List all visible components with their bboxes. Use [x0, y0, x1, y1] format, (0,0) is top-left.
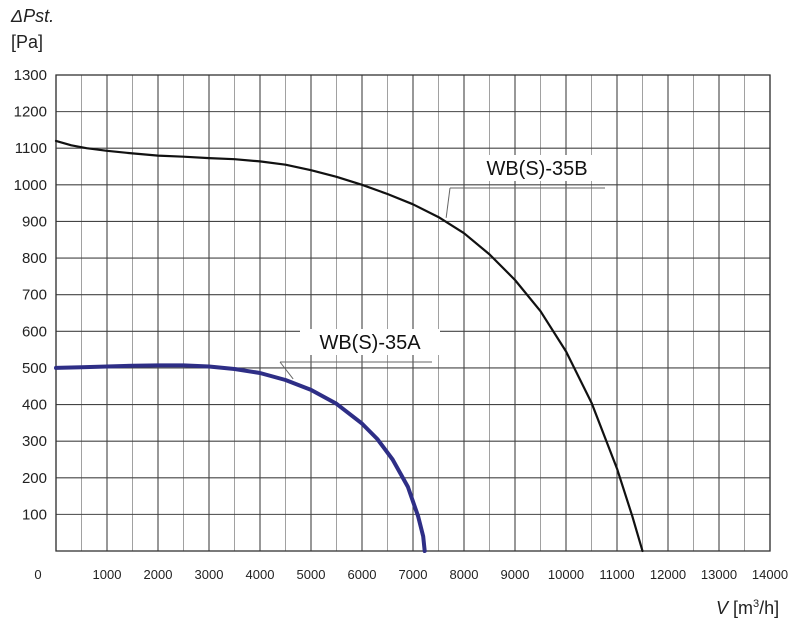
x-axis-label: V [m3/h] [716, 598, 779, 619]
x-tick-label: 6000 [348, 567, 377, 582]
x-tick-label: 11000 [599, 567, 634, 582]
x-tick-label: 2000 [144, 567, 173, 582]
x-axis-quantity: V [716, 598, 729, 618]
annotation-label: WB(S)-35B [486, 158, 587, 180]
y-tick-label: 1200 [14, 104, 47, 121]
plot-frame [55, 74, 771, 552]
series-line-2 [54, 363, 427, 553]
annotation-label-bg [300, 329, 440, 355]
y-axis-unit-line: [Pa] [11, 32, 43, 53]
y-tick-label: 900 [22, 213, 47, 230]
y-tick-label: 500 [22, 360, 47, 377]
y-tick-label: 600 [22, 323, 47, 340]
y-tick-label: 400 [22, 397, 47, 414]
y-tick-label: 300 [22, 433, 47, 450]
x-tick-label: 0 [34, 567, 41, 582]
x-tick-label: 9000 [501, 567, 530, 582]
x-tick-label: 14000 [752, 567, 788, 582]
y-axis-quantity: ΔPst. [11, 6, 55, 26]
series-line-1 [54, 139, 644, 553]
series [54, 139, 644, 553]
x-tick-label: 1000 [93, 567, 122, 582]
x-tick-label: 8000 [450, 567, 479, 582]
y-tick-label: 100 [22, 506, 47, 523]
x-tick-label: 4000 [246, 567, 275, 582]
y-tick-label: 1300 [14, 67, 47, 84]
annotation-leader [445, 187, 451, 218]
x-axis-unit-open: [m [728, 598, 754, 618]
annotation-label: WB(S)-35A [319, 332, 421, 354]
annotations: WB(S)-35B WB(S)-35A [279, 155, 607, 380]
x-tick-label: 3000 [195, 567, 224, 582]
x-axis-unit-close: /h] [759, 598, 780, 618]
tick-labels: 100 200 300 400 500 600 700 800 900 1000 1100 1200 1… [14, 67, 788, 582]
y-tick-label: 200 [22, 470, 47, 487]
y-tick-label: 1100 [15, 140, 47, 157]
y-tick-label: 1000 [14, 177, 47, 194]
x-tick-label: 10000 [548, 567, 584, 582]
x-tick-label: 13000 [701, 567, 737, 582]
x-tick-label: 7000 [399, 567, 428, 582]
y-axis-label: ΔPst. [11, 6, 54, 27]
y-axis-unit: [Pa] [11, 32, 44, 52]
y-tick-label: 800 [22, 250, 47, 267]
grid [55, 74, 771, 552]
x-tick-label: 5000 [297, 567, 326, 582]
annotation-leader [279, 361, 294, 380]
annotation-label-bg [467, 155, 607, 181]
x-axis-unit-sup: 3 [753, 598, 760, 610]
y-tick-label: 700 [22, 287, 47, 304]
x-tick-label: 12000 [650, 567, 686, 582]
